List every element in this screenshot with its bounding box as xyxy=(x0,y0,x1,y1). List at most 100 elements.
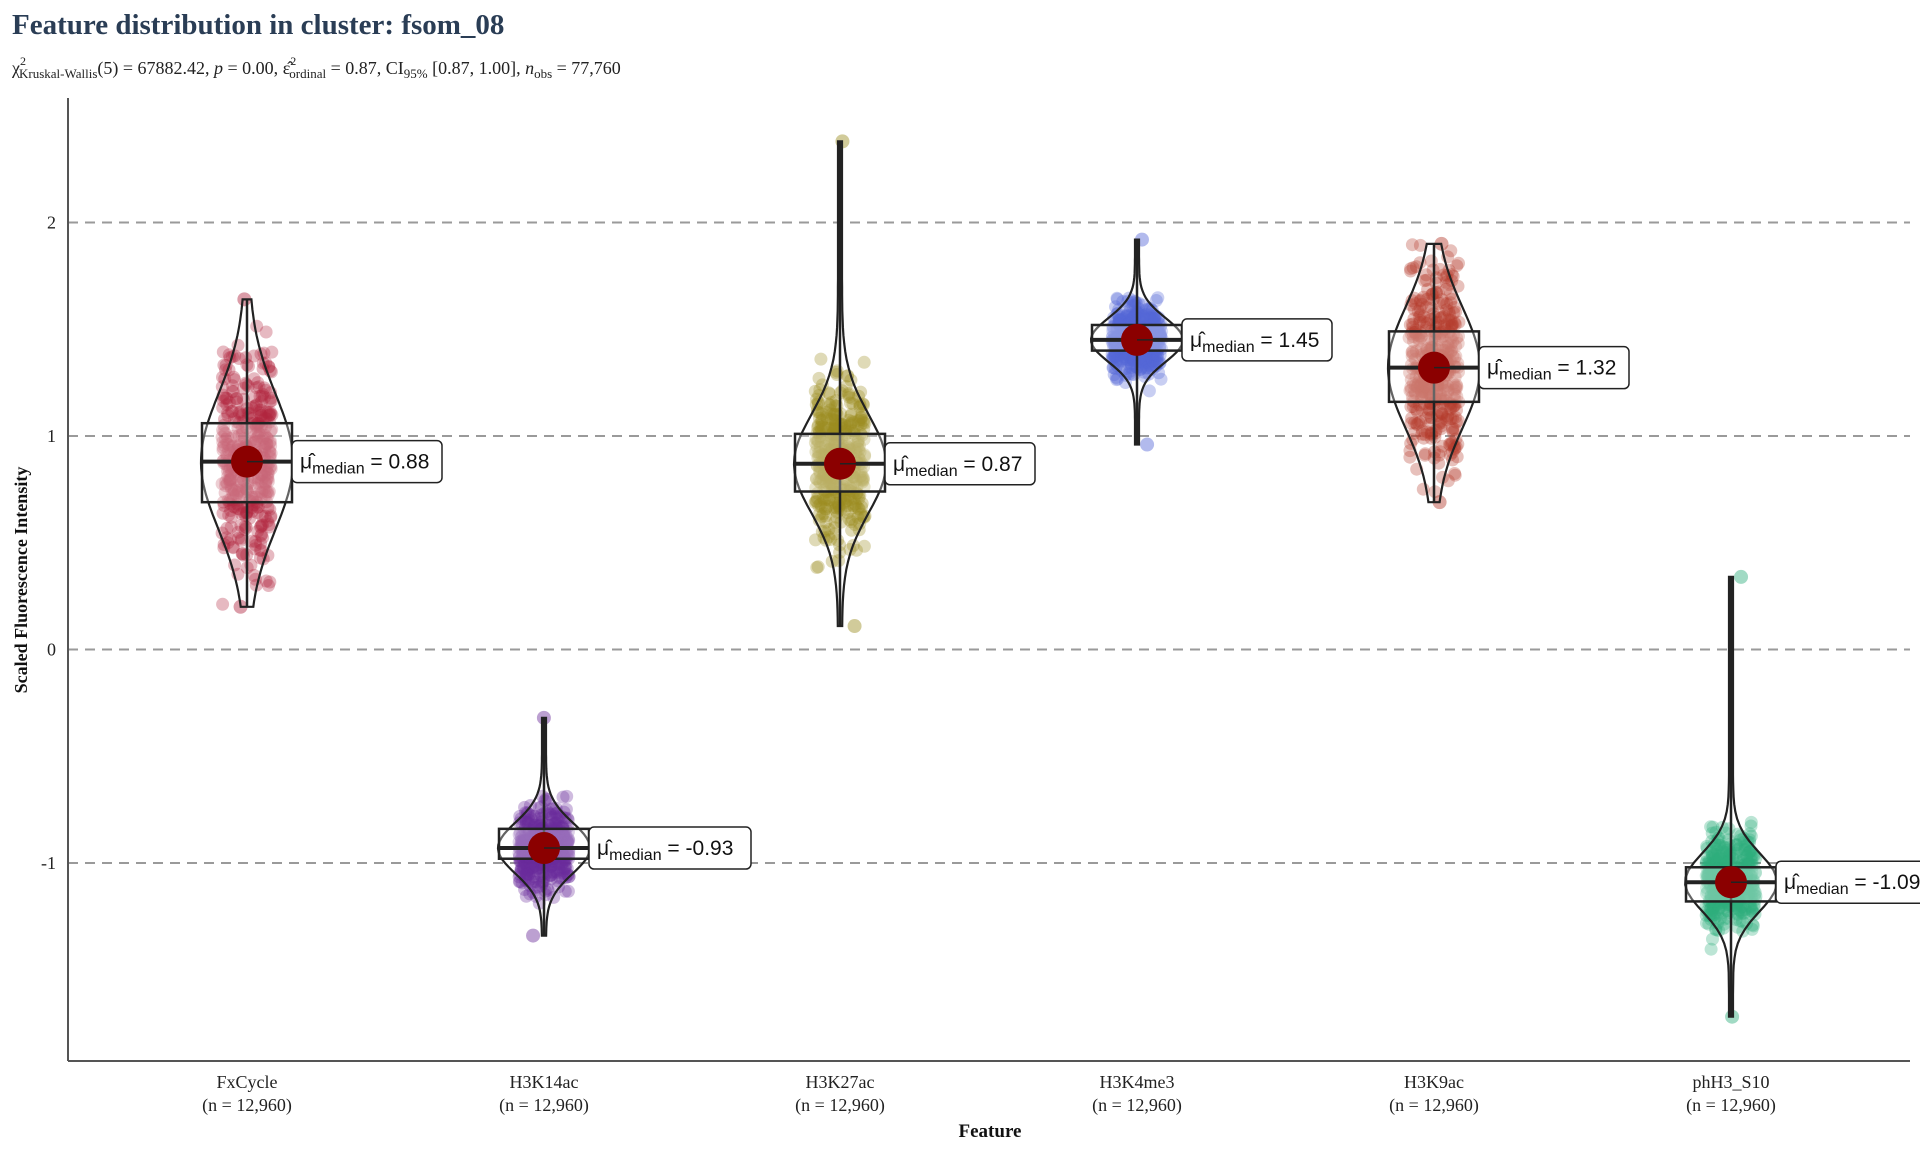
scatter-point xyxy=(1113,313,1127,327)
scatter-point xyxy=(822,386,836,400)
scatter-point xyxy=(259,574,273,588)
median-label: μ̂median = -0.93 xyxy=(597,837,733,864)
scatter-point xyxy=(1748,866,1762,880)
scatter-point xyxy=(1415,427,1429,441)
scatter-point xyxy=(850,479,864,493)
scatter-point xyxy=(828,413,842,427)
scatter-point xyxy=(858,449,872,463)
scatter-point xyxy=(818,502,832,516)
scatter-point xyxy=(1707,888,1720,902)
scatter-point xyxy=(1413,238,1427,252)
scatter-point xyxy=(854,465,868,478)
scatter-point xyxy=(840,499,854,513)
scatter-point xyxy=(1121,353,1135,367)
scatter-point xyxy=(1440,297,1454,311)
scatter-point xyxy=(1726,851,1739,865)
scatter-point xyxy=(1702,868,1716,882)
scatter-point xyxy=(857,416,871,429)
scatter-point xyxy=(549,864,563,878)
scatter-point xyxy=(247,436,261,450)
scatter-point xyxy=(813,446,827,460)
scatter-point xyxy=(1731,920,1745,934)
scatter-point xyxy=(259,431,273,445)
scatter-point xyxy=(515,834,529,848)
scatter-point xyxy=(253,485,266,499)
scatter-point xyxy=(513,853,527,867)
scatter-point xyxy=(1128,295,1142,309)
scatter-point xyxy=(856,414,870,427)
scatter-point xyxy=(523,879,537,892)
scatter-point xyxy=(842,413,856,427)
scatter-point xyxy=(1122,310,1136,324)
scatter-point xyxy=(261,466,275,480)
scatter-point xyxy=(819,502,833,516)
scatter-point xyxy=(548,810,562,823)
median-label-sub: median xyxy=(1499,367,1551,384)
scatter-point xyxy=(825,396,838,409)
scatter-point xyxy=(1440,303,1454,317)
scatter-point xyxy=(1106,361,1120,375)
scatter-point xyxy=(812,449,826,463)
scatter-point xyxy=(852,502,866,516)
scatter-point xyxy=(262,520,276,534)
scatter-point xyxy=(1139,355,1153,369)
scatter-point xyxy=(1404,373,1418,387)
scatter-point xyxy=(1153,348,1167,362)
scatter-point xyxy=(1417,431,1431,445)
median-label-sub: median xyxy=(312,461,364,478)
scatter-point xyxy=(1135,298,1149,312)
scatter-point xyxy=(254,543,268,557)
scatter-point xyxy=(1441,336,1455,350)
median-label-sub: median xyxy=(609,847,661,864)
scatter-point xyxy=(216,401,230,415)
scatter-point xyxy=(1749,886,1762,900)
scatter-point xyxy=(1740,849,1754,863)
scatter-point xyxy=(838,503,852,517)
scatter-point xyxy=(1745,844,1758,858)
scatter-point xyxy=(1707,900,1720,913)
scatter-point xyxy=(813,411,826,425)
scatter-point xyxy=(1421,283,1435,296)
scatter-point xyxy=(559,859,573,873)
scatter-point xyxy=(256,518,269,532)
scatter-point xyxy=(1146,311,1160,325)
scatter-point xyxy=(547,817,561,831)
median-label-box xyxy=(1478,345,1630,390)
scatter-point xyxy=(821,397,835,411)
scatter-point xyxy=(217,438,231,452)
scatter-point xyxy=(513,809,527,823)
scatter-point xyxy=(827,413,841,427)
scatter-point xyxy=(1410,404,1424,418)
scatter-point xyxy=(1441,339,1455,353)
scatter-point xyxy=(247,372,261,386)
scatter-point xyxy=(827,420,841,434)
scatter-point xyxy=(1734,905,1748,919)
scatter-point xyxy=(514,812,528,826)
scatter-point xyxy=(263,575,277,589)
scatter-point xyxy=(1145,353,1159,367)
scatter-point xyxy=(1432,448,1446,462)
scatter-point xyxy=(844,418,857,432)
scatter-point xyxy=(248,481,262,495)
scatter-point xyxy=(221,406,235,420)
scatter-point xyxy=(1112,310,1126,324)
scatter-point xyxy=(232,352,246,365)
scatter-point xyxy=(1123,304,1137,317)
scatter-point xyxy=(819,431,833,445)
scatter-point xyxy=(1435,407,1449,421)
y-tick-label: 1 xyxy=(47,426,56,446)
scatter-point xyxy=(1446,349,1460,363)
scatter-point xyxy=(855,497,869,510)
scatter-point xyxy=(1124,356,1138,370)
scatter-point xyxy=(526,809,540,823)
scatter-point xyxy=(231,473,245,487)
scatter-point xyxy=(1117,350,1131,363)
scatter-point xyxy=(558,832,571,846)
scatter-point xyxy=(1147,311,1161,325)
scatter-point xyxy=(256,531,269,545)
scatter-point xyxy=(1404,400,1418,414)
scatter-point xyxy=(1124,361,1138,374)
scatter-point xyxy=(1420,316,1434,330)
scatter-point xyxy=(242,359,255,373)
scatter-point xyxy=(1745,904,1759,918)
